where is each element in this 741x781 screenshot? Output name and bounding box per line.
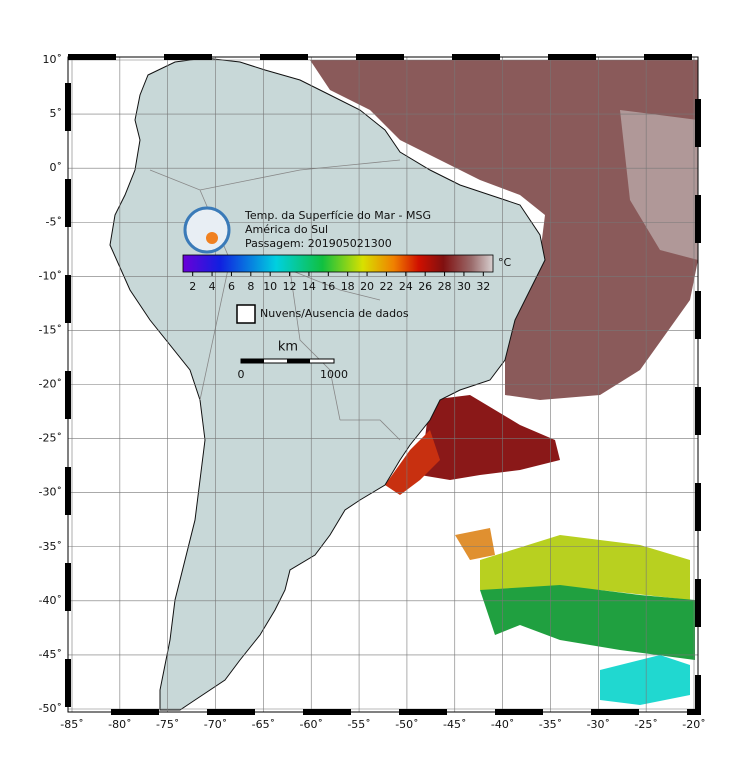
sst-orange-south xyxy=(455,528,495,560)
colorbar-tick-label: 32 xyxy=(476,280,490,293)
x-tick-label: -85˚ xyxy=(60,718,83,731)
header: Temp. da Superfície do Mar - MSG América… xyxy=(183,206,431,254)
scalebar-end: 1000 xyxy=(320,368,348,381)
colorbar-tick-label: 2 xyxy=(189,280,196,293)
colorbar-tick-label: 28 xyxy=(438,280,452,293)
x-tick-label: -80˚ xyxy=(108,718,131,731)
x-tick-label: -30˚ xyxy=(587,718,610,731)
colorbar-tick-label: 18 xyxy=(341,280,355,293)
scalebar-start: 0 xyxy=(238,368,245,381)
colorbar-tick-label: 24 xyxy=(399,280,413,293)
sst-green xyxy=(480,585,695,660)
colorbar-tick-label: 4 xyxy=(209,280,216,293)
sst-yellow xyxy=(480,535,690,600)
sst-cyan xyxy=(600,655,690,705)
y-tick-label: -25˚ xyxy=(39,432,62,445)
map-border xyxy=(67,56,699,713)
x-tick-label: -45˚ xyxy=(443,718,466,731)
legend-label: Nuvens/Ausencia de dados xyxy=(260,307,409,320)
x-tick-label: -55˚ xyxy=(347,718,370,731)
y-tick-label: -35˚ xyxy=(39,540,62,553)
legend-swatch xyxy=(236,304,256,324)
colorbar-tick-label: 8 xyxy=(247,280,254,293)
x-tick-label: -40˚ xyxy=(491,718,514,731)
y-tick-label: -10˚ xyxy=(39,269,62,282)
colorbar-tick-label: 6 xyxy=(228,280,235,293)
y-tick-label: 10˚ xyxy=(43,53,63,66)
y-tick-label: 0˚ xyxy=(50,161,63,174)
x-tick-label: -35˚ xyxy=(539,718,562,731)
scalebar-seg xyxy=(241,359,264,363)
logo xyxy=(183,206,231,254)
x-tick-label: -20˚ xyxy=(682,718,705,731)
y-tick-label: -50˚ xyxy=(39,702,62,715)
x-tick-label: -65˚ xyxy=(252,718,275,731)
title-line: Temp. da Superfície do Mar - MSG xyxy=(244,209,431,222)
y-tick-label: -15˚ xyxy=(39,323,62,336)
colorbar-tick-label: 12 xyxy=(283,280,297,293)
logo-dot xyxy=(206,232,218,244)
y-tick-label: -30˚ xyxy=(39,486,62,499)
sst-orange-coast xyxy=(385,430,440,495)
sst-red xyxy=(420,395,560,480)
title-line: Passagem: 201905021300 xyxy=(245,237,392,250)
scalebar-unit: km xyxy=(278,340,298,355)
colorbar-tick-label: 10 xyxy=(263,280,277,293)
colorbar-tick-label: 20 xyxy=(360,280,374,293)
scalebar: km 0 1000 xyxy=(238,340,349,382)
x-tick-label: -25˚ xyxy=(634,718,657,731)
colorbar-tick-label: 30 xyxy=(457,280,471,293)
x-tick-label: -50˚ xyxy=(395,718,418,731)
y-tick-label: -40˚ xyxy=(39,594,62,607)
x-tick-label: -70˚ xyxy=(204,718,227,731)
map-layers xyxy=(109,57,698,711)
scalebar-seg xyxy=(287,359,310,363)
title-line: América do Sul xyxy=(245,223,328,236)
colorbar-tick-label: 26 xyxy=(418,280,432,293)
y-tick-label: 5˚ xyxy=(50,107,63,120)
colorbar-tick-label: 16 xyxy=(321,280,335,293)
y-tick-label: -45˚ xyxy=(39,648,62,661)
colorbar-tick-label: 14 xyxy=(302,280,316,293)
colorbar-tick-label: 22 xyxy=(379,280,393,293)
colorbar xyxy=(182,254,494,273)
colorbar-unit: °C xyxy=(498,256,512,269)
sst-warm-north xyxy=(310,60,698,400)
y-tick-label: -20˚ xyxy=(39,378,62,391)
x-tick-label: -75˚ xyxy=(156,718,179,731)
x-tick-label: -60˚ xyxy=(299,718,322,731)
y-tick-label: -5˚ xyxy=(46,215,62,228)
